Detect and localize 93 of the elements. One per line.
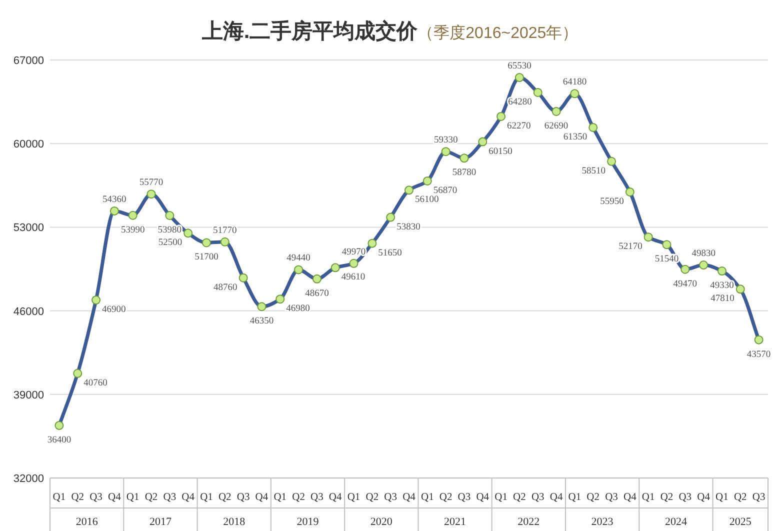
x-tick-label: Q4 <box>476 492 490 503</box>
data-label: 51650 <box>378 248 402 258</box>
x-tick-label: Q4 <box>255 492 269 503</box>
y-tick-label: 32000 <box>13 473 44 485</box>
data-label: 49610 <box>341 272 366 283</box>
data-label: 52500 <box>158 238 182 248</box>
x-tick-label: Q1 <box>494 492 508 503</box>
data-label: 53990 <box>120 225 145 236</box>
data-label: 53830 <box>396 222 421 232</box>
data-label: 54360 <box>102 194 127 205</box>
data-label: 49330 <box>710 281 734 292</box>
data-label: 36400 <box>47 435 72 446</box>
data-label: 64180 <box>562 78 587 88</box>
x-tick-label: Q1 <box>126 492 140 503</box>
x-tick-label: Q3 <box>678 492 692 503</box>
x-tick-label: Q1 <box>200 492 213 503</box>
x-tick-label: Q2 <box>439 492 452 503</box>
x-tick-label: Q1 <box>716 492 728 503</box>
data-label: 59330 <box>434 136 458 146</box>
x-tick-label: Q4 <box>697 492 711 503</box>
y-tick-label: 67000 <box>13 55 44 67</box>
x-tick-label: Q2 <box>366 492 379 503</box>
x-tick-label: Q2 <box>734 492 747 503</box>
x-tick-label: Q2 <box>513 492 526 503</box>
data-label: 61350 <box>563 132 588 142</box>
x-tick-label: Q2 <box>144 492 158 503</box>
x-tick-label: Q3 <box>531 492 544 503</box>
data-label: 49440 <box>286 254 311 264</box>
data-label: 49470 <box>673 279 698 290</box>
x-tick-label: Q4 <box>402 492 416 503</box>
data-label: 62270 <box>507 121 532 132</box>
x-tick-label: Q1 <box>347 492 360 503</box>
text: 2018 <box>223 516 246 528</box>
data-label: 40760 <box>84 378 108 388</box>
y-tick-label: 53000 <box>13 222 44 234</box>
x-tick-label: Q4 <box>182 492 196 503</box>
data-label: 51770 <box>213 226 238 236</box>
y-tick-label: 39000 <box>13 389 44 402</box>
data-label: 55770 <box>139 178 164 188</box>
data-label: 56100 <box>415 195 439 206</box>
x-tick-label: Q3 <box>605 492 618 503</box>
data-label: 43570 <box>746 350 771 360</box>
x-tick-label: Q3 <box>163 492 176 503</box>
data-label: 52170 <box>618 242 643 252</box>
text: 2020 <box>370 516 393 528</box>
x-tick-label: Q2 <box>71 492 84 503</box>
x-tick-label: Q3 <box>752 492 766 503</box>
text: 2023 <box>591 516 614 528</box>
x-tick-label: Q4 <box>108 492 122 503</box>
x-tick-label: Q3 <box>90 492 102 503</box>
text: 2016 <box>76 516 98 528</box>
data-label: 46900 <box>102 305 126 316</box>
data-label: 48670 <box>305 288 330 299</box>
data-label: 46350 <box>250 316 274 327</box>
x-tick-label: Q1 <box>274 492 287 503</box>
x-tick-label: Q1 <box>642 492 655 503</box>
data-label: 64280 <box>508 97 532 108</box>
text: 2024 <box>664 516 688 528</box>
x-tick-label: Q1 <box>52 492 66 503</box>
y-tick-label: 60000 <box>13 138 44 151</box>
text: 2021 <box>444 516 466 528</box>
x-tick-label: Q1 <box>420 492 434 503</box>
data-label: 62690 <box>544 121 568 132</box>
x-tick-label: Q1 <box>568 492 582 503</box>
data-label: 46980 <box>286 304 310 314</box>
y-tick-label: 46000 <box>13 306 44 318</box>
data-label: 58780 <box>452 168 476 178</box>
x-tick-label: Q2 <box>660 492 674 503</box>
text: 2017 <box>149 516 172 528</box>
x-tick-label: Q4 <box>624 492 638 503</box>
text: 2025 <box>729 516 752 528</box>
data-label: 58510 <box>582 166 606 176</box>
x-tick-label: Q2 <box>292 492 305 503</box>
x-tick-label: Q3 <box>236 492 250 503</box>
data-label: 65530 <box>508 62 532 72</box>
data-label: 49830 <box>692 249 716 260</box>
data-label: 56870 <box>433 186 458 196</box>
x-tick-label: Q4 <box>328 492 343 503</box>
x-tick-label: Q2 <box>586 492 600 503</box>
data-label: 48760 <box>214 282 238 293</box>
data-label: 60150 <box>488 146 513 157</box>
chart-subtitle: （季度2016~2025年） <box>418 24 578 42</box>
x-tick-label: Q4 <box>550 492 564 503</box>
data-label: 55950 <box>600 196 624 207</box>
text: 2022 <box>518 516 540 528</box>
x-tick-label: Q2 <box>218 492 232 503</box>
x-tick-label: Q3 <box>310 492 324 503</box>
x-tick-label: Q3 <box>458 492 471 503</box>
data-label: 53980 <box>158 225 182 236</box>
data-label: 51700 <box>194 252 219 263</box>
x-tick-label: Q3 <box>384 492 398 503</box>
text: 2019 <box>296 516 320 528</box>
data-label: 47810 <box>710 294 735 304</box>
